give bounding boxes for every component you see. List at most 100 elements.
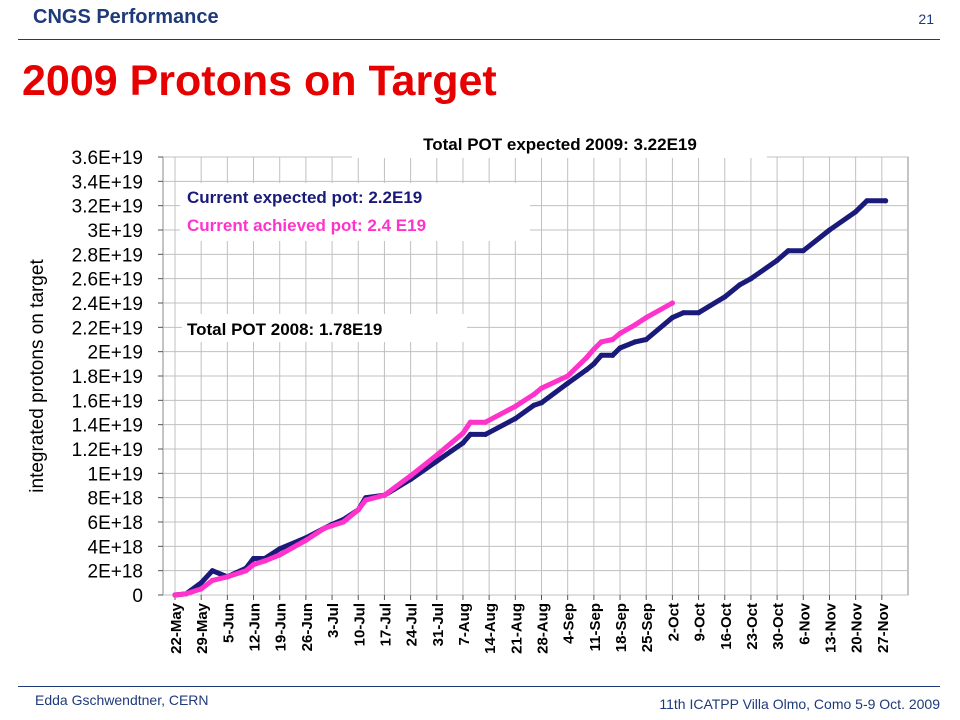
legend-backdrop [180,183,530,241]
y-tick-label: 0 [132,586,143,607]
data-point-expected [482,431,488,437]
y-tick-label: 6E+18 [88,513,143,534]
x-tick-label: 11-Sep [587,603,604,651]
pot-chart: 0 2E+18 4E+18 6E+18 8E+18 1E+19 1.2E+19 1.4E+19… [27,130,909,654]
data-point-achieved [224,574,230,580]
grid [163,156,908,596]
data-point-expected [610,352,616,358]
chart-title: Total POT expected 2009: 3.22E19 [423,135,697,154]
y-tick-label: 3.4E+19 [72,172,143,193]
x-tick-label: 18-Sep [613,603,630,652]
annotation-pot-2008: Total POT 2008: 1.78E19 [187,320,382,339]
data-point-achieved [482,419,488,425]
data-point-achieved [340,519,346,525]
data-point-achieved [250,562,257,568]
data-point-expected [883,198,889,204]
x-tick-label: 17-Jul [377,603,394,646]
data-point-expected [737,282,743,288]
data-point-expected [696,310,702,316]
y-axis-label: integrated protons on target [27,259,48,493]
data-point-achieved [460,430,466,436]
data-point-achieved [329,523,335,529]
footer-divider [18,686,940,687]
data-point-expected [632,339,638,345]
data-point-achieved [172,592,178,598]
data-point-expected [277,546,283,552]
data-point-achieved [262,558,268,564]
annotation-achieved: Current achieved pot: 2.4 E19 [187,216,426,235]
y-tick-label: 1.6E+19 [72,391,143,412]
data-point-expected [598,352,604,358]
data-point-achieved [591,346,597,352]
data-point-achieved [538,385,545,391]
data-point-expected [198,580,204,586]
data-point-achieved [531,391,537,397]
x-tick-label: 6-Nov [796,602,813,644]
data-point-achieved [322,525,328,531]
data-point-expected [643,336,649,343]
y-tick-label: 4E+18 [88,537,143,558]
data-point-achieved [303,537,309,543]
y-tick-label: 1E+19 [88,464,143,485]
data-point-expected [250,555,257,562]
y-tick-label: 1.4E+19 [72,416,143,437]
data-point-achieved [565,373,571,379]
x-tick-label: 31-Jul [430,603,447,646]
x-tick-label: 16-Oct [718,603,735,650]
y-tick-label: 1.2E+19 [72,440,143,461]
data-point-expected [722,294,728,300]
annotation-expected: Current expected pot: 2.2E19 [187,188,422,207]
header-divider [18,39,940,40]
data-point-expected [853,209,859,215]
data-point-expected [565,380,571,386]
data-point-achieved [183,591,189,597]
x-tick-label: 2-Oct [665,603,682,641]
x-tick-label: 3-Jul [325,603,342,638]
data-point-expected [864,198,870,204]
data-point-achieved [598,339,604,345]
data-point-achieved [669,300,676,306]
x-tick-label: 24-Jul [404,603,421,646]
chart-title-backdrop [352,130,767,158]
data-point-expected [826,227,833,233]
x-tick-label: 29-May [194,602,211,654]
x-tick-label: 9-Oct [692,603,709,641]
x-tick-label: 30-Oct [770,603,787,650]
data-point-expected [531,402,537,408]
data-point-expected [538,400,545,406]
y-axis-ticks: 0 2E+18 4E+18 6E+18 8E+18 1E+19 1.2E+19 1.4E+19… [72,148,163,607]
y-tick-label: 2E+18 [88,562,143,583]
data-point-expected [669,315,676,321]
x-tick-label: 22-May [168,602,185,654]
y-tick-label: 3.2E+19 [72,197,143,218]
x-tick-label: 25-Sep [639,603,656,652]
data-point-achieved [355,507,361,513]
data-point-achieved [363,497,369,503]
y-tick-label: 2.8E+19 [72,245,143,266]
data-point-expected [460,440,466,446]
x-tick-label: 21-Aug [508,603,525,654]
data-point-expected [785,248,791,254]
data-point-expected [800,248,806,254]
data-point-achieved [277,552,283,558]
x-tick-label: 13-Nov [822,602,839,653]
section-title: CNGS Performance [33,6,219,28]
y-tick-label: 3E+19 [88,221,143,242]
data-point-achieved [610,336,616,343]
data-point-achieved [243,568,249,574]
data-point-expected [209,568,215,574]
data-point-expected [583,367,590,373]
x-tick-label: 20-Nov [849,602,866,653]
data-point-achieved [434,452,440,458]
data-point-expected [748,276,754,282]
data-point-achieved [512,403,518,409]
y-tick-label: 2.2E+19 [72,318,143,339]
data-point-expected [467,431,473,437]
x-tick-label: 7-Aug [456,603,473,646]
x-tick-label: 12-Jun [247,603,264,651]
x-tick-label: 10-Jul [351,603,368,646]
data-point-achieved [583,355,590,361]
x-tick-label: 14-Aug [482,603,499,654]
data-point-expected [681,310,687,316]
data-point-expected [774,257,780,263]
